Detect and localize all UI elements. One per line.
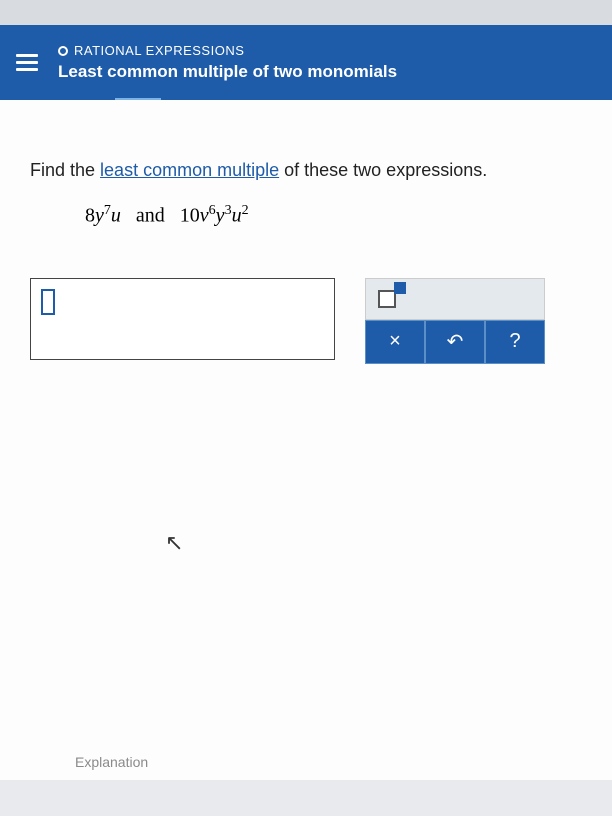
expressions: 8y7u and 10v6y3u2 (85, 203, 582, 228)
clear-button[interactable]: × (365, 320, 425, 364)
header-text: RATIONAL EXPRESSIONS Least common multip… (58, 43, 397, 82)
content-area: Find the least common multiple of these … (0, 100, 612, 780)
help-icon: ? (509, 330, 520, 353)
menu-icon[interactable] (16, 54, 38, 71)
lcm-link[interactable]: least common multiple (100, 160, 279, 180)
expr1-var1: y (95, 205, 104, 227)
expr2-exp3: 2 (242, 203, 249, 218)
question-suffix: of these two expressions. (279, 160, 487, 180)
explanation-button[interactable]: Explanation (75, 754, 148, 770)
exponent-tool[interactable] (365, 278, 545, 320)
answer-row: × ↶ ? (30, 278, 582, 364)
expr2-exp2: 3 (225, 203, 232, 218)
expr2-exp1: 6 (209, 203, 216, 218)
exponent-icon (378, 290, 396, 308)
tool-buttons: × ↶ ? (365, 320, 545, 364)
question-prefix: Find the (30, 160, 100, 180)
expr2-var1: v (200, 205, 209, 227)
expr-connector: and (136, 205, 165, 227)
topic-title: Least common multiple of two monomials (58, 62, 397, 82)
question-text: Find the least common multiple of these … (30, 160, 582, 181)
expr1-exp1: 7 (104, 203, 111, 218)
expr1-var2: u (111, 205, 121, 227)
answer-input[interactable] (30, 278, 335, 360)
breadcrumb: RATIONAL EXPRESSIONS (58, 43, 397, 58)
radio-icon (58, 46, 68, 56)
expr2-coef: 10 (180, 205, 200, 227)
help-button[interactable]: ? (485, 320, 545, 364)
input-cursor (41, 289, 55, 315)
breadcrumb-label: RATIONAL EXPRESSIONS (74, 43, 244, 58)
cursor-pointer-icon: ↖ (165, 530, 183, 556)
undo-icon: ↶ (447, 329, 464, 354)
top-strip (0, 0, 612, 25)
tool-panel: × ↶ ? (365, 278, 545, 364)
close-icon: × (389, 330, 401, 353)
expr2-var3: u (232, 205, 242, 227)
header-bar: RATIONAL EXPRESSIONS Least common multip… (0, 25, 612, 100)
expr1-coef: 8 (85, 205, 95, 227)
undo-button[interactable]: ↶ (425, 320, 485, 364)
expr2-var2: y (216, 205, 225, 227)
